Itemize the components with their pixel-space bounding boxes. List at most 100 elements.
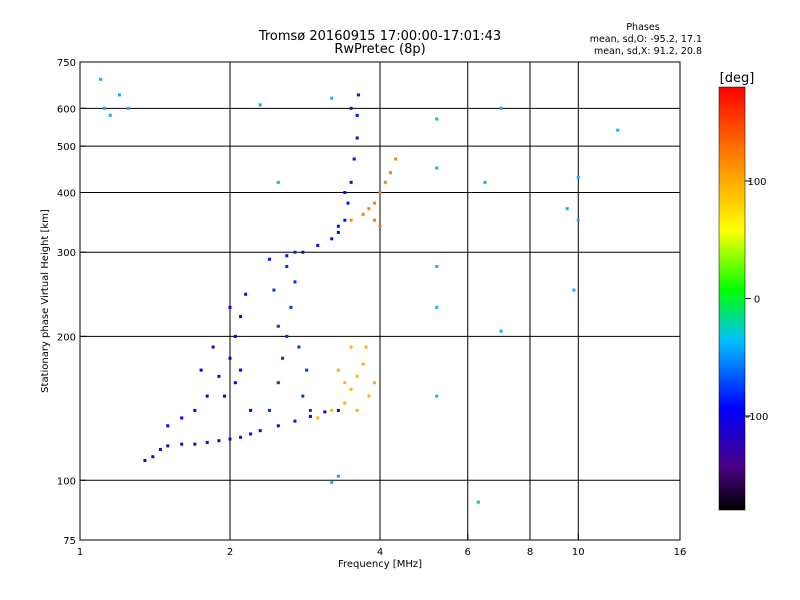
echo-point	[343, 401, 347, 405]
echo-point	[355, 408, 359, 412]
echo-point	[285, 254, 289, 258]
echo-point	[258, 103, 262, 107]
echo-point	[330, 408, 334, 412]
echo-point	[267, 408, 271, 412]
colorbar-label: [deg]	[720, 71, 755, 86]
echo-point	[373, 201, 377, 205]
echo-point	[330, 480, 334, 484]
echo-point	[308, 408, 312, 412]
echo-point	[228, 356, 232, 360]
echo-point	[108, 113, 112, 117]
echo-point	[349, 345, 353, 349]
echo-point	[293, 280, 297, 284]
echo-point	[336, 408, 340, 412]
echo-point	[126, 106, 130, 110]
echo-point	[217, 439, 221, 443]
chart-subtitle: RwPretec (8p)	[334, 42, 425, 57]
echo-point	[244, 292, 248, 296]
echo-point	[343, 218, 347, 222]
echo-point	[349, 218, 353, 222]
x-tick-label: 6	[465, 547, 471, 558]
echo-point	[349, 387, 353, 391]
echo-point	[199, 368, 203, 372]
echo-point	[166, 424, 170, 428]
echo-point	[166, 444, 170, 448]
stats-o-mode: mean, sd,O: -95.2, 17.1	[590, 34, 702, 45]
echo-point	[435, 117, 439, 121]
x-axis-ticks: 1 2 4 6 8 10 16	[77, 534, 687, 558]
colorbar-tick-label: 0	[754, 295, 760, 306]
stats-x-mode: mean, sd,X: 91.2, 20.8	[594, 46, 702, 57]
echo-point	[308, 414, 312, 418]
y-tick-label: 300	[57, 248, 76, 259]
echo-point	[151, 455, 155, 459]
echo-point	[276, 180, 280, 184]
echo-point	[356, 93, 360, 97]
echo-point	[228, 305, 232, 309]
colorbar-tick-label: 100	[747, 177, 766, 188]
echo-point	[239, 368, 243, 372]
echo-point	[378, 224, 382, 228]
y-tick-label: 500	[57, 142, 76, 153]
echo-point	[276, 324, 280, 328]
echo-point	[276, 424, 280, 428]
echo-point	[293, 250, 297, 254]
echo-point	[383, 180, 387, 184]
echo-point	[349, 106, 353, 110]
y-tick-label: 75	[63, 536, 76, 547]
x-tick-label: 10	[572, 547, 585, 558]
echo-point	[193, 442, 197, 446]
echo-point	[180, 442, 184, 446]
echo-point	[305, 368, 309, 372]
echo-point	[572, 288, 576, 292]
echo-point	[576, 218, 580, 222]
chart-title: Tromsø 20160915 17:00:00-17:01:43	[258, 29, 501, 44]
echo-point	[330, 237, 334, 241]
echo-point	[239, 435, 243, 439]
echo-point	[233, 381, 237, 385]
y-tick-label: 400	[57, 188, 76, 199]
echo-point	[361, 362, 365, 366]
echo-point	[103, 106, 107, 110]
echo-point	[343, 190, 347, 194]
y-tick-label: 200	[57, 332, 76, 343]
echo-point	[180, 416, 184, 420]
echo-point	[435, 265, 439, 269]
echo-point	[355, 113, 359, 117]
echo-point	[323, 410, 327, 414]
echo-point	[343, 381, 347, 385]
echo-point	[293, 419, 297, 423]
echo-point	[616, 128, 620, 132]
echo-point	[336, 474, 340, 478]
echo-point	[336, 368, 340, 372]
echo-point	[367, 394, 371, 398]
echo-point	[205, 440, 209, 444]
y-axis-label: Stationary phase Virtual Height [km]	[40, 209, 51, 393]
y-tick-label: 600	[57, 104, 76, 115]
echo-point	[373, 381, 377, 385]
echo-point	[249, 432, 253, 436]
echo-point	[355, 136, 359, 140]
echo-point	[499, 106, 503, 110]
echo-point	[373, 218, 377, 222]
echo-point	[435, 166, 439, 170]
x-tick-label: 8	[527, 547, 533, 558]
echo-point	[281, 356, 285, 360]
echo-point	[316, 243, 320, 247]
x-tick-label: 4	[377, 547, 383, 558]
echo-point	[364, 345, 368, 349]
echo-point	[297, 345, 301, 349]
echo-point	[233, 334, 237, 338]
colorbar	[718, 86, 746, 511]
x-tick-label: 1	[77, 547, 83, 558]
echo-point	[394, 157, 398, 161]
echo-point	[301, 250, 305, 254]
echo-point	[435, 394, 439, 398]
echo-point	[361, 212, 365, 216]
x-tick-label: 16	[674, 547, 687, 558]
echo-point	[117, 93, 121, 97]
echo-point	[211, 345, 215, 349]
echo-point	[249, 408, 253, 412]
y-tick-label: 100	[57, 476, 76, 487]
